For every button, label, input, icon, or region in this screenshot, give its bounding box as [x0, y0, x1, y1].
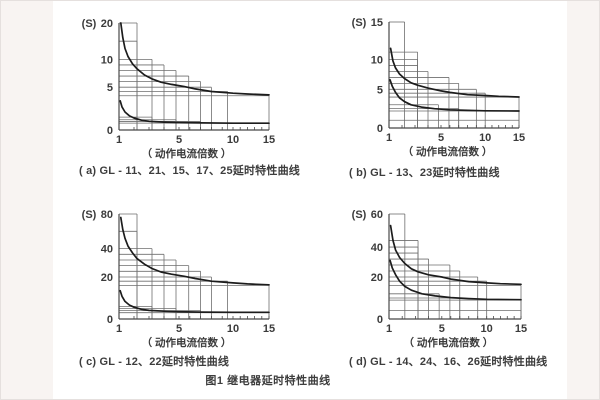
content-panel: [53, 1, 567, 399]
x-tick-label: 1: [386, 132, 392, 144]
x-tick-label: 10: [227, 323, 239, 335]
x-tick-label: 1: [386, 323, 392, 335]
y-tick-label: 20: [371, 272, 383, 284]
curve-lower-limit-curve: [389, 78, 520, 112]
x-tick-label: 10: [227, 134, 239, 146]
y-unit-label: (S): [352, 17, 367, 29]
y-unit-label: (S): [82, 18, 97, 30]
x-tick-label: 1: [116, 134, 122, 146]
y-tick-label: 0: [377, 123, 383, 135]
y-tick-label: 15: [371, 17, 383, 29]
curve-lower-limit-curve: [119, 289, 270, 314]
x-tick-label: 15: [515, 323, 527, 335]
y-tick-label: 80: [101, 209, 113, 221]
curve-upper-limit-curve: [119, 216, 270, 286]
chart-b-caption: ( b) GL - 13、23延时特性曲线: [349, 167, 500, 179]
curve-lower-limit-curve: [119, 100, 270, 125]
chart-a-caption: ( a) GL - 11、21、15、17、25延时特性曲线: [79, 165, 300, 177]
y-tick-label: 10: [101, 54, 113, 66]
y-tick-label: 40: [101, 244, 113, 256]
y-unit-label: (S): [82, 209, 97, 221]
x-tick-label: 15: [513, 132, 525, 144]
y-tick-label: 40: [371, 242, 383, 254]
x-tick-label: 5: [176, 134, 182, 146]
x-axis-title: （ 动作电流倍数 ）: [142, 147, 232, 160]
x-tick-label: 5: [439, 323, 445, 335]
x-tick-label: 15: [263, 323, 275, 335]
curve-lower-limit-curve: [389, 259, 522, 301]
curve-upper-limit-curve: [389, 224, 522, 286]
y-tick-label: 5: [377, 84, 383, 96]
chart-c-caption: ( c) GL - 12、22延时特性曲线: [79, 356, 230, 368]
x-tick-label: 10: [479, 132, 491, 144]
y-tick-label: 20: [101, 18, 113, 30]
x-axis-title: （ 动作电流倍数 ）: [403, 336, 493, 349]
chart-d-caption: ( d) GL - 14、24、16、26延时特性曲线: [349, 356, 548, 368]
x-axis-title: （ 动作电流倍数 ）: [142, 336, 232, 349]
y-tick-label: 0: [377, 314, 383, 326]
x-axis-title: （ 动作电流倍数 ）: [403, 145, 493, 158]
curve-upper-limit-curve: [119, 22, 270, 96]
curve-upper-limit-curve: [389, 47, 520, 98]
y-tick-label: 60: [371, 209, 383, 221]
x-tick-label: 5: [176, 323, 182, 335]
figure-caption: 图1 继电器延时特性曲线: [205, 375, 331, 387]
y-tick-label: 0: [107, 125, 113, 137]
x-tick-label: 1: [116, 323, 122, 335]
x-tick-label: 5: [438, 132, 444, 144]
y-tick-label: 5: [107, 82, 113, 94]
y-tick-label: 20: [101, 272, 113, 284]
y-tick-label: 0: [107, 314, 113, 326]
x-tick-label: 15: [263, 134, 275, 146]
y-tick-label: 10: [371, 55, 383, 67]
x-tick-label: 10: [481, 323, 493, 335]
y-unit-label: (S): [352, 209, 367, 221]
